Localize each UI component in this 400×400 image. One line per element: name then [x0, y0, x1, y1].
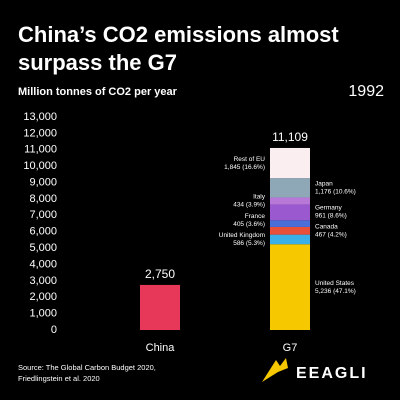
bar-segment	[270, 147, 310, 179]
segment-name: United States	[315, 280, 355, 287]
bar-segment	[140, 284, 180, 330]
segment-name: Germany	[315, 205, 342, 212]
total-label: 11,109	[272, 130, 308, 144]
source: Friedlingstein et al. 2020	[18, 374, 100, 383]
segment-value-label: 405 (3.6%)	[233, 221, 265, 228]
segment-value-label: 1,845 (16.6%)	[224, 164, 265, 171]
chart-title: China’s CO2 emissions almost	[18, 22, 339, 47]
y-tick-label: 5,000	[29, 242, 57, 254]
year-label: 1992	[348, 83, 384, 100]
chart-title: surpass the G7	[18, 50, 177, 75]
y-tick-label: 3,000	[29, 275, 57, 287]
bar-segment	[270, 220, 310, 227]
segment-name: France	[245, 213, 266, 220]
x-tick-label: G7	[283, 342, 298, 354]
value-label: 2,750	[145, 267, 175, 281]
segment-value-label: 434 (3.9%)	[233, 202, 265, 209]
y-tick-label: 0	[51, 324, 57, 336]
y-tick-label: 8,000	[29, 193, 57, 205]
y-tick-label: 7,000	[29, 209, 57, 221]
segment-name: Canada	[315, 224, 338, 231]
segment-value-label: 1,176 (10.6%)	[315, 189, 356, 196]
segment-value-label: 961 (8.6%)	[315, 213, 347, 220]
logo-text: EEAGLI	[296, 365, 368, 382]
y-tick-label: 13,000	[23, 111, 57, 123]
segment-value-label: 467 (4.2%)	[315, 232, 347, 239]
bar-segment	[270, 244, 310, 330]
segment-name: Italy	[253, 194, 266, 201]
y-tick-label: 1,000	[29, 308, 57, 320]
bar-segment	[270, 226, 310, 235]
y-tick-label: 9,000	[29, 176, 57, 188]
chart-subtitle: Million tonnes of CO2 per year	[18, 86, 178, 98]
bar-segment	[270, 234, 310, 245]
source: Source: The Global Carbon Budget 2020,	[18, 363, 156, 372]
bar-segment	[270, 204, 310, 221]
bar-segment	[270, 178, 310, 198]
x-tick-label: China	[146, 342, 176, 354]
y-tick-label: 2,000	[29, 291, 57, 303]
segment-value-label: 586 (5.3%)	[233, 240, 265, 247]
y-tick-label: 11,000	[24, 144, 57, 156]
segment-name: United Kingdom	[219, 232, 265, 239]
y-tick-label: 10,000	[23, 160, 57, 172]
bar-segment	[270, 197, 310, 205]
y-tick-label: 12,000	[23, 127, 57, 139]
segment-value-label: 5,236 (47.1%)	[315, 288, 356, 295]
segment-name: Japan	[315, 181, 333, 188]
segment-name: Rest of EU	[234, 156, 266, 163]
y-tick-label: 6,000	[29, 226, 57, 238]
y-tick-label: 4,000	[29, 258, 57, 270]
logo-icon	[262, 358, 288, 382]
